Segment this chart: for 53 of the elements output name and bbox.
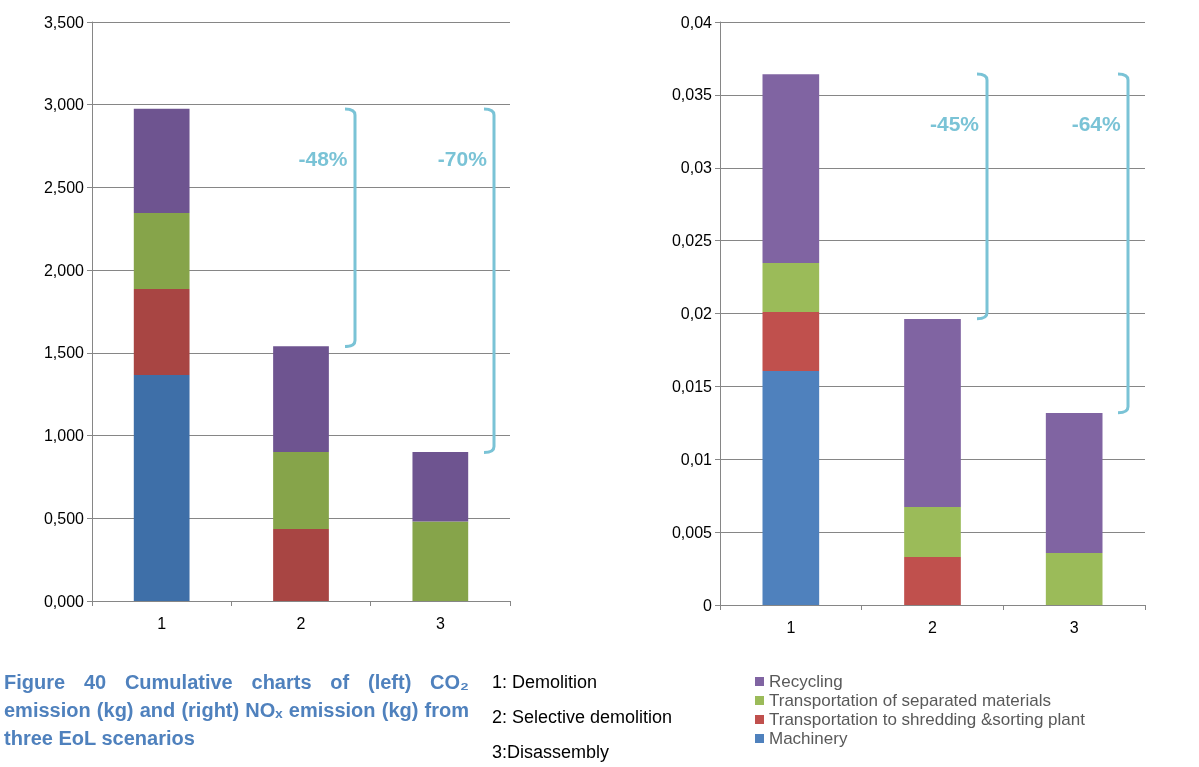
- bar: [133, 375, 190, 601]
- bar: [904, 507, 961, 558]
- bar: [904, 319, 961, 508]
- y-tick-label: 0,025: [671, 232, 713, 250]
- bar: [1045, 413, 1103, 553]
- y-tick-label: 3,500: [43, 13, 85, 31]
- annotation: -64%: [1071, 112, 1121, 137]
- text: 3:Disassembly: [492, 742, 611, 763]
- y-tick-label: 3,000: [43, 96, 85, 114]
- legend-label: Transportation of separated materials: [769, 691, 1051, 710]
- caption: Figure 40 Cumulative charts of (left) CO₂ emission (kg) and (right) NOₓ emission (kg) from three EoL scenarios: [4, 670, 469, 751]
- y-tick-label: 1,000: [43, 427, 85, 445]
- y-tick-label: 0,01: [680, 450, 713, 468]
- bar: [762, 74, 820, 264]
- legend-label: Machinery: [769, 729, 848, 748]
- x-tick-label: 3: [435, 614, 445, 632]
- y-tick-label: 0,015: [671, 377, 713, 395]
- bar: [133, 289, 190, 376]
- bar: [1045, 552, 1103, 605]
- y-tick-label: 0,005: [671, 523, 713, 541]
- y-tick-label: 0,035: [671, 86, 713, 104]
- y-tick-label: 0,000: [43, 592, 85, 610]
- x-tick-label: 3: [1069, 618, 1079, 636]
- bar: [412, 521, 469, 601]
- annotation: -45%: [929, 112, 980, 137]
- x-tick-label: 2: [928, 618, 938, 636]
- x-tick-label: 1: [786, 618, 796, 636]
- y-tick-label: 2,500: [43, 178, 85, 196]
- bar: [904, 557, 961, 605]
- y-tick-label: 0: [703, 596, 713, 614]
- x-tick-label: 1: [157, 614, 167, 632]
- x-tick-label: 2: [296, 614, 306, 632]
- y-tick-label: 0,02: [680, 305, 713, 322]
- bar: [273, 452, 329, 530]
- bar: [133, 108, 190, 213]
- text: 1: Demolition: [492, 672, 599, 693]
- y-tick-label: 0,04: [680, 13, 713, 31]
- bar: [133, 212, 190, 289]
- bar: [273, 529, 329, 601]
- y-tick-label: 0,500: [43, 509, 85, 527]
- y-tick-label: 1,500: [43, 344, 85, 362]
- bar: [412, 452, 469, 522]
- bar: [273, 346, 329, 453]
- text: 2: Selective demolition: [492, 707, 673, 728]
- y-tick-label: 2,000: [43, 261, 85, 279]
- bar: [762, 371, 820, 605]
- legend-label: Transportation to shredding &sorting plant: [769, 710, 1086, 729]
- legend-label: Recycling: [769, 672, 843, 691]
- y-tick-label: 0,03: [680, 159, 713, 177]
- annotation: -48%: [298, 146, 348, 171]
- bar: [762, 263, 820, 313]
- bar: [762, 312, 820, 372]
- annotation: -70%: [437, 146, 487, 171]
